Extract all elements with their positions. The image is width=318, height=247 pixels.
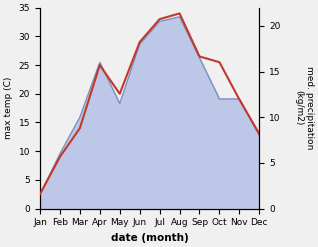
X-axis label: date (month): date (month) — [111, 233, 189, 243]
Y-axis label: max temp (C): max temp (C) — [4, 77, 13, 139]
Y-axis label: med. precipitation
(kg/m2): med. precipitation (kg/m2) — [294, 66, 314, 150]
